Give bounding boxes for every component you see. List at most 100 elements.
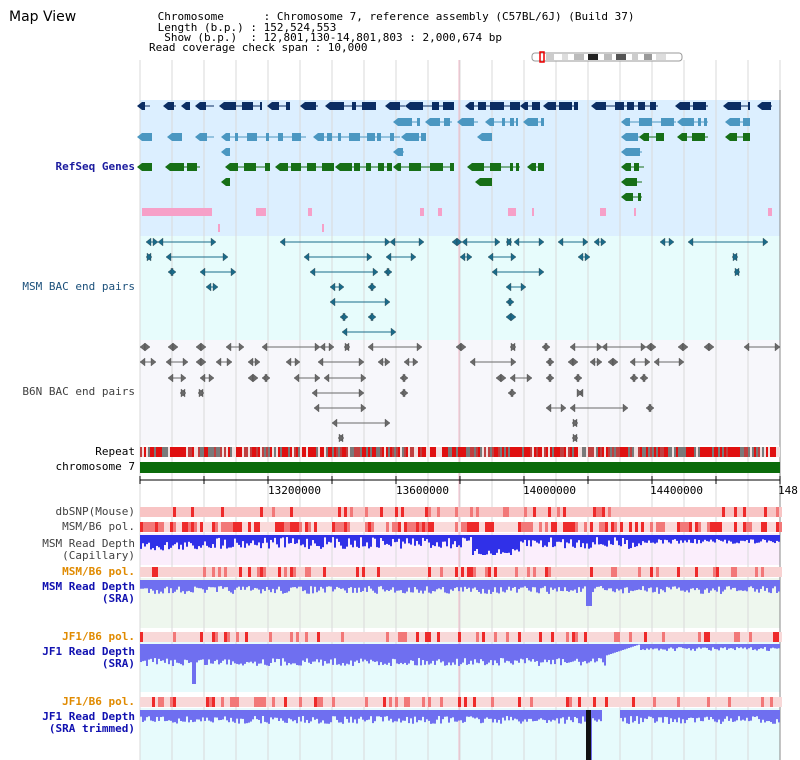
read-depth-bar: [722, 580, 724, 592]
polymorphism-segment: [434, 632, 437, 642]
read-depth-bar: [558, 580, 560, 588]
polymorphism-segment: [329, 632, 332, 642]
polymorphism-segment: [665, 632, 668, 642]
track-label-b6n-bac[interactable]: B6N BAC end pairs: [22, 385, 135, 398]
read-depth-bar: [478, 535, 480, 554]
polymorphism-segment: [296, 567, 299, 577]
read-depth-bar: [388, 644, 390, 663]
read-depth-bar: [194, 644, 196, 684]
polymorphism-segment: [677, 507, 680, 517]
polymorphism-segment: [482, 507, 485, 517]
polymorphism-segment: [269, 632, 272, 642]
repeat-segment: [682, 447, 684, 457]
gene-exon: [656, 133, 664, 141]
read-depth-bar: [224, 644, 226, 660]
polymorphism-segment: [665, 567, 668, 577]
read-depth-bar: [642, 535, 644, 542]
read-depth-bar: [714, 644, 716, 649]
polymorphism-segment: [230, 522, 233, 532]
repeat-segment: [406, 447, 408, 457]
read-depth-peak: [586, 710, 591, 760]
read-depth-bar: [500, 535, 502, 554]
polymorphism-segment: [491, 697, 494, 707]
polymorphism-segment: [662, 507, 665, 517]
read-depth-bar: [252, 580, 254, 590]
repeat-segment: [350, 447, 352, 457]
gene-exon: [266, 133, 269, 141]
read-depth-bar: [594, 644, 596, 663]
read-depth-bar: [590, 644, 592, 662]
polymorphism-segment: [728, 632, 731, 642]
read-depth-bar: [590, 535, 592, 548]
repeat-segment: [314, 447, 316, 457]
read-depth-bar: [626, 644, 628, 649]
polymorphism-segment: [164, 507, 167, 517]
polymorphism-segment: [332, 697, 335, 707]
repeat-segment: [402, 447, 404, 457]
read-depth-bar: [228, 535, 230, 548]
read-depth-bar: [394, 535, 396, 543]
read-depth-bar: [474, 644, 476, 660]
read-depth-bar: [684, 710, 686, 724]
polymorphism-segment: [731, 697, 734, 707]
read-depth-bar: [256, 644, 258, 666]
track-label-refseq[interactable]: RefSeq Genes: [55, 160, 135, 173]
polymorphism-segment: [416, 522, 419, 532]
polymorphism-segment: [569, 697, 572, 707]
b6n-bac-end-right: [572, 357, 579, 367]
read-depth-bar: [444, 644, 446, 666]
read-depth-bar: [498, 710, 500, 720]
msm-bac-end-right: [520, 282, 527, 292]
read-depth-bar: [498, 644, 500, 666]
polymorphism-segment: [155, 567, 158, 577]
polymorphism-segment: [734, 567, 737, 577]
read-depth-bar: [432, 580, 434, 592]
polymorphism-segment: [302, 522, 305, 532]
read-depth-bar: [294, 644, 296, 664]
polymorphism-segment: [455, 507, 458, 517]
polymorphism-segment: [611, 697, 614, 707]
read-depth-bar: [734, 644, 736, 651]
read-depth-bar: [654, 710, 656, 723]
read-depth-bar: [290, 580, 292, 588]
read-depth-bar: [148, 580, 150, 593]
polymorphism-segment: [263, 697, 266, 707]
read-depth-bar: [414, 644, 416, 666]
polymorphism-segment: [656, 632, 659, 642]
polymorphism-segment: [545, 507, 548, 517]
polymorphism-segment: [515, 697, 518, 707]
polymorphism-segment: [284, 507, 287, 517]
polymorphism-segment: [392, 567, 395, 577]
read-depth-bar: [424, 535, 426, 541]
polymorphism-segment: [674, 632, 677, 642]
gene-exon: [730, 118, 740, 126]
read-depth-bar: [640, 644, 642, 651]
repeat-segment: [600, 447, 602, 457]
read-depth-bar: [340, 580, 342, 589]
repeat-segment: [750, 447, 752, 457]
read-depth-bar: [620, 580, 622, 590]
repeat-segment: [642, 447, 644, 457]
polymorphism-segment: [716, 697, 719, 707]
read-depth-bar: [516, 535, 518, 550]
polymorphism-segment: [650, 522, 653, 532]
track-label-msm-bac[interactable]: MSM BAC end pairs: [22, 280, 135, 293]
page-title: Map View: [9, 9, 77, 25]
read-depth-bar: [440, 710, 442, 724]
repeat-segment: [216, 447, 218, 457]
read-depth-bar: [540, 535, 542, 541]
read-depth-bar: [228, 644, 230, 660]
polymorphism-segment: [488, 697, 491, 707]
gene-exon: [538, 163, 544, 171]
read-depth-bar: [384, 535, 386, 545]
polymorphism-segment: [362, 522, 365, 532]
repeat-segment: [572, 447, 574, 457]
read-depth-bar: [492, 580, 494, 592]
polymorphism-segment: [410, 507, 413, 517]
read-depth-bar: [236, 535, 238, 543]
repeat-segment: [244, 447, 246, 457]
read-depth-bar: [254, 644, 256, 662]
read-depth-bar: [658, 535, 660, 540]
polymorphism-segment: [527, 632, 530, 642]
polymorphism-segment: [317, 632, 320, 642]
